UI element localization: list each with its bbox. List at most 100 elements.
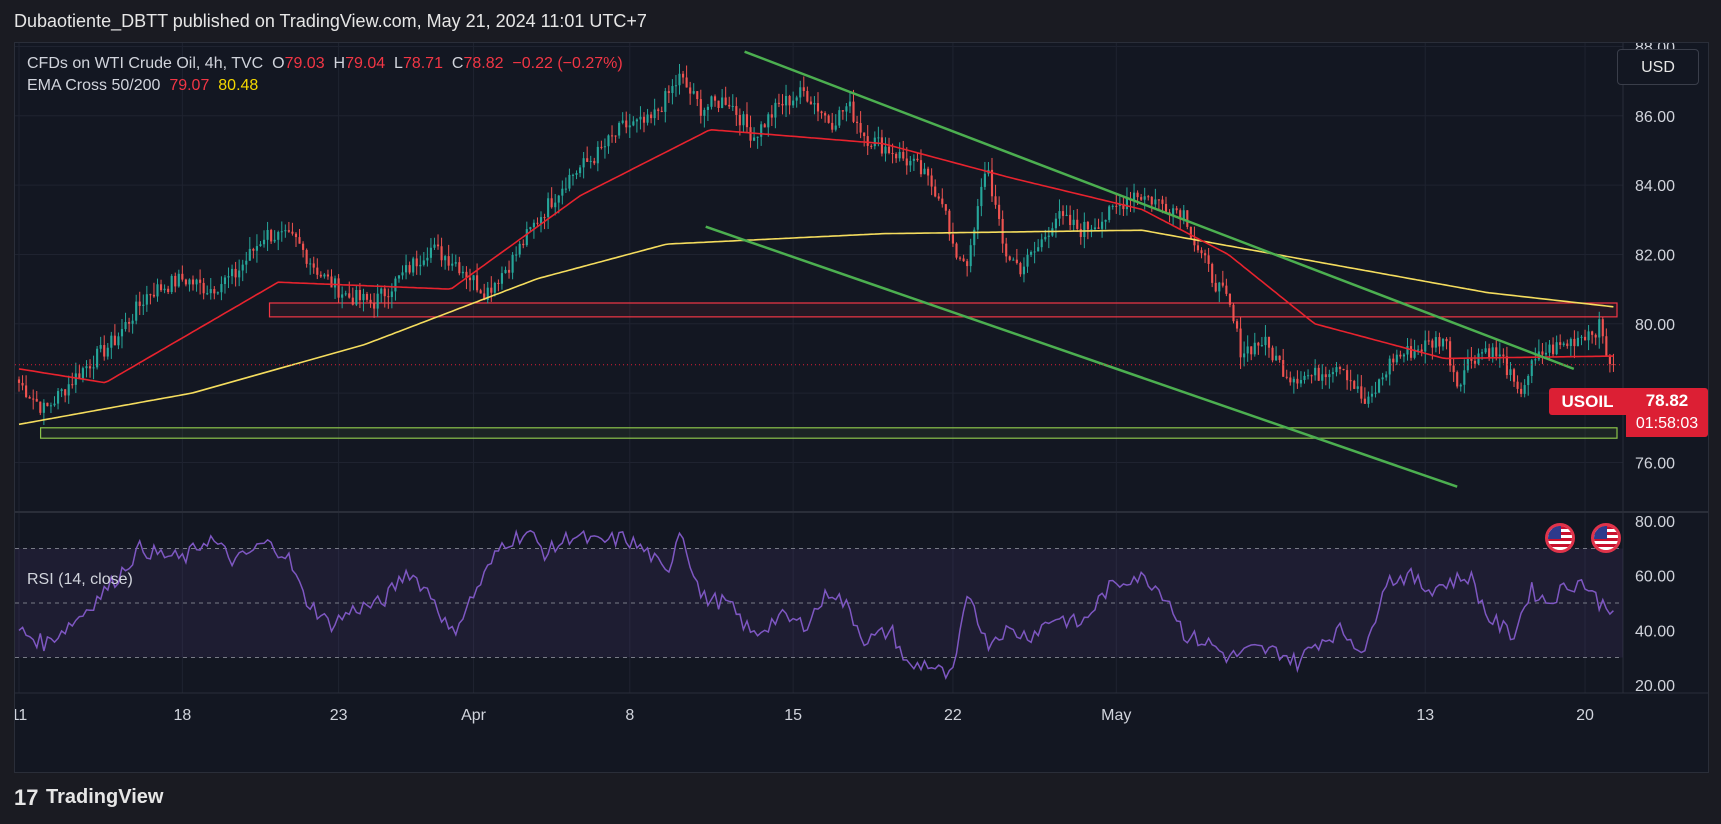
time-axis-label: May	[1101, 707, 1131, 724]
support-zone	[39, 427, 1618, 439]
candle	[1317, 367, 1320, 381]
candle	[1427, 340, 1430, 342]
candle	[223, 277, 227, 285]
candle	[777, 102, 781, 104]
candle	[255, 246, 258, 251]
candle	[1246, 346, 1249, 354]
candle	[412, 258, 415, 273]
candle	[1310, 375, 1313, 377]
candle	[536, 222, 539, 224]
candle	[67, 384, 70, 396]
time-axis-label: 18	[173, 707, 191, 724]
candle	[17, 379, 21, 383]
candle	[596, 146, 599, 164]
candle	[806, 91, 809, 102]
candle	[422, 260, 425, 265]
price-axis-label: 86.00	[1635, 109, 1675, 126]
candle	[426, 257, 429, 261]
candle	[635, 119, 638, 122]
candle	[1076, 219, 1079, 229]
candle	[1601, 319, 1604, 337]
price-axis-label: 84.00	[1635, 178, 1675, 195]
time-axis-label: 20	[1576, 707, 1594, 724]
candle	[1356, 386, 1359, 389]
candle	[639, 116, 642, 120]
rsi-legend[interactable]: RSI (14, close)	[27, 571, 133, 588]
candle	[621, 120, 624, 123]
time-axis-label: 23	[330, 707, 348, 724]
symbol-name[interactable]: CFDs on WTI Crude Oil, 4h, TVC	[27, 55, 264, 72]
candle	[1182, 210, 1185, 220]
symbol-price-tag: USOIL	[1549, 388, 1626, 415]
candle	[919, 160, 923, 175]
candle	[92, 367, 95, 369]
candle	[184, 279, 187, 285]
candle	[1452, 365, 1455, 373]
candle	[770, 114, 773, 118]
candle	[71, 384, 74, 386]
time-axis-label: 15	[784, 707, 802, 724]
candle	[614, 135, 617, 137]
us-flag-event-icon[interactable]	[1591, 523, 1621, 553]
candle	[1488, 348, 1491, 358]
candle	[873, 137, 876, 147]
candle	[1108, 206, 1111, 220]
last-price-tag: 78.82 01:58:03	[1626, 388, 1708, 437]
chart-panel[interactable]: 76.0078.0080.0082.0084.0086.0088.0020.00…	[14, 42, 1709, 773]
candle	[731, 106, 734, 108]
candle	[231, 268, 234, 277]
rsi-line	[18, 529, 1614, 680]
candle	[650, 114, 653, 119]
candle	[1520, 388, 1523, 394]
candle	[1147, 196, 1150, 198]
chart-legend: CFDs on WTI Crude Oil, 4h, TVC O79.03 H7…	[27, 53, 623, 97]
price-axis-label: 80.00	[1635, 317, 1675, 334]
candle	[1548, 344, 1551, 353]
candle	[692, 91, 695, 94]
candle	[1143, 196, 1146, 200]
candle	[628, 125, 631, 128]
candle	[32, 398, 35, 400]
rsi-axis-label: 20.00	[1635, 678, 1675, 695]
candle	[1008, 256, 1011, 260]
candle	[1037, 247, 1040, 252]
chart-canvas[interactable]: 76.0078.0080.0082.0084.0086.0088.0020.00…	[15, 43, 1708, 772]
candle	[824, 113, 827, 116]
candle	[167, 288, 170, 293]
candle	[1431, 340, 1434, 348]
candle	[1559, 342, 1562, 345]
candle	[1239, 328, 1242, 358]
candle	[955, 243, 958, 258]
candle	[1303, 375, 1306, 381]
candle	[1140, 197, 1143, 200]
candle	[529, 227, 532, 230]
ema-label[interactable]: EMA Cross 50/200	[27, 77, 161, 94]
candle	[163, 288, 166, 291]
rsi-axis-label: 40.00	[1635, 623, 1675, 640]
candle	[1022, 266, 1026, 275]
candle	[444, 256, 447, 261]
candle	[571, 174, 575, 176]
candle	[1012, 259, 1015, 261]
candle	[120, 329, 124, 337]
candle	[284, 230, 287, 232]
candle	[458, 262, 461, 274]
candle	[1449, 341, 1452, 366]
candle	[937, 196, 940, 199]
candle	[241, 264, 244, 271]
candle	[1498, 354, 1501, 357]
currency-button[interactable]: USD	[1617, 49, 1699, 85]
candle	[600, 146, 603, 148]
candle	[1388, 358, 1391, 375]
candle	[142, 304, 145, 306]
low-value: 78.71	[402, 55, 443, 72]
candle	[490, 287, 493, 293]
us-flag-event-icon[interactable]	[1545, 523, 1575, 553]
candle	[262, 239, 266, 245]
candle	[980, 186, 983, 207]
candle	[369, 299, 372, 303]
candle	[1061, 211, 1065, 216]
candle	[53, 403, 56, 406]
candle	[440, 246, 443, 261]
open-value: 79.03	[284, 55, 325, 72]
